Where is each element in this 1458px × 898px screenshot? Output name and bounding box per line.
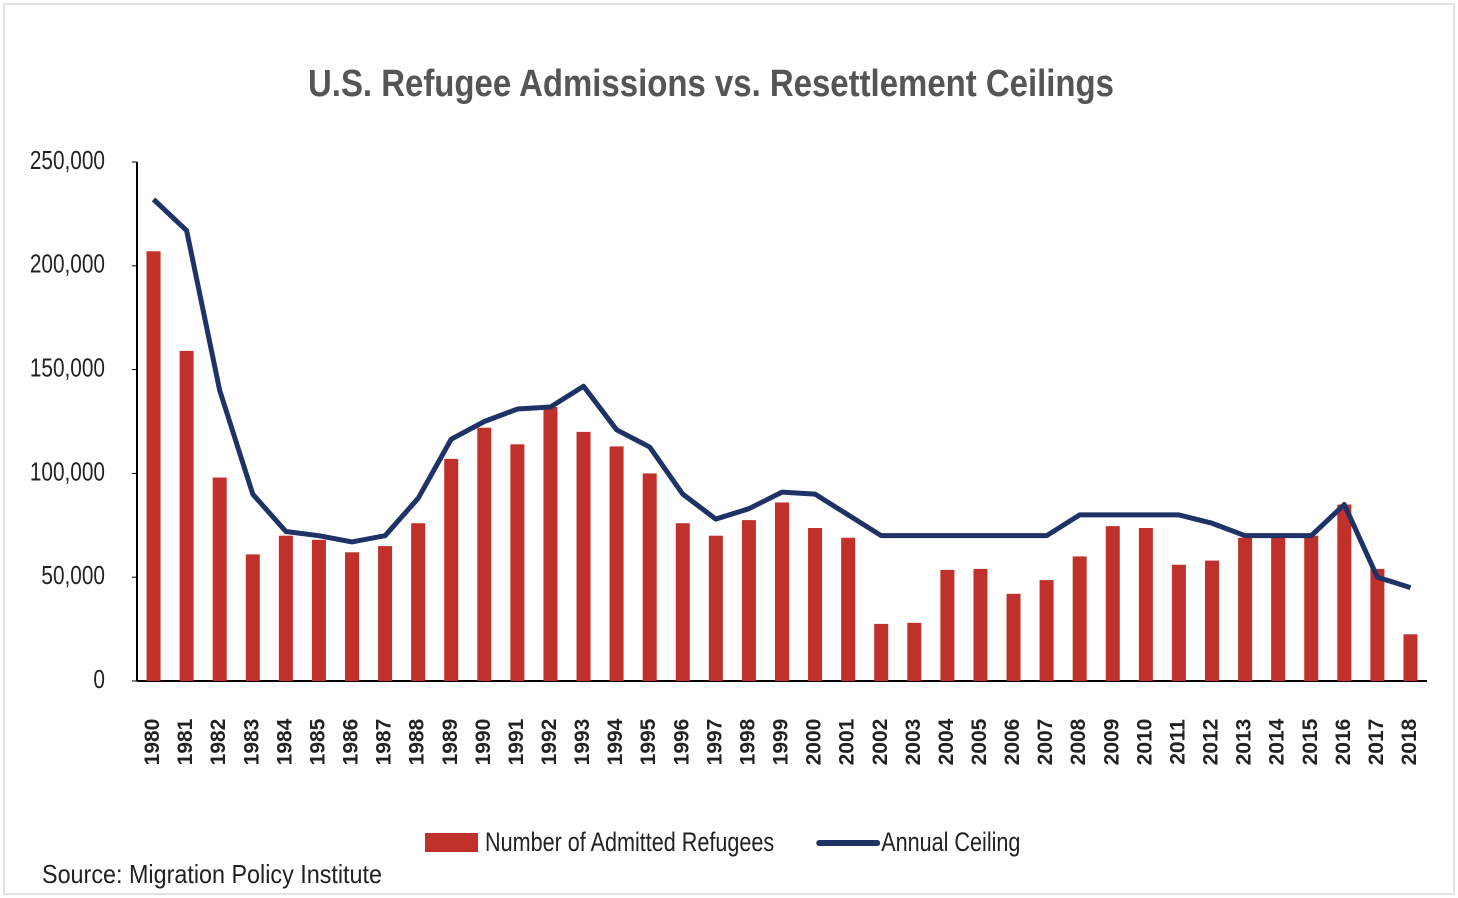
- x-tick-label: 2011: [1166, 719, 1189, 765]
- x-tick-label: 1997: [703, 719, 726, 766]
- x-tick-label: 1983: [240, 719, 263, 766]
- bar: [444, 458, 459, 681]
- x-tick-label: 2000: [803, 719, 826, 766]
- x-tick-label: 2018: [1398, 718, 1421, 765]
- y-tick-label: 200,000: [30, 249, 105, 278]
- x-tick-label: 2017: [1365, 719, 1388, 766]
- x-tick-label: 1999: [770, 719, 793, 766]
- y-tick-label: 50,000: [41, 561, 105, 590]
- x-tick-label: 2007: [1034, 719, 1057, 766]
- x-tick-label: 2016: [1332, 719, 1355, 766]
- bar: [1337, 504, 1352, 681]
- bar: [1304, 535, 1319, 681]
- bar: [741, 520, 756, 681]
- source-note: Source: Migration Policy Institute: [42, 859, 382, 889]
- bar: [212, 477, 227, 681]
- bar: [179, 350, 194, 681]
- bar: [940, 569, 955, 681]
- bar: [1072, 556, 1087, 681]
- bar: [1171, 564, 1186, 681]
- x-tick-label: 1980: [141, 719, 164, 766]
- bar: [808, 527, 823, 681]
- bar: [1370, 568, 1385, 681]
- y-tick-label: 0: [93, 665, 105, 694]
- bar: [245, 554, 260, 681]
- x-tick-label: 1985: [306, 718, 329, 765]
- bar: [378, 546, 393, 681]
- x-tick-label: 2003: [902, 719, 925, 766]
- bar: [477, 427, 492, 681]
- legend-label: Number of Admitted Refugees: [485, 828, 774, 858]
- x-tick-label: 1988: [406, 718, 429, 765]
- bar: [973, 568, 988, 681]
- x-tick-label: 2015: [1299, 718, 1322, 765]
- x-tick-label: 1994: [604, 718, 627, 765]
- bar: [510, 444, 525, 681]
- bar: [1271, 537, 1286, 681]
- bar: [1403, 634, 1418, 681]
- bar: [1138, 527, 1153, 681]
- x-tick-label: 1989: [439, 719, 462, 766]
- line: [151, 197, 1412, 590]
- y-tick-label: 250,000: [30, 146, 105, 175]
- bar: [609, 446, 624, 681]
- x-tick-label: 2014: [1266, 718, 1289, 765]
- legend-swatch: [425, 833, 478, 852]
- bar: [708, 535, 723, 681]
- x-tick-label: 1982: [207, 719, 230, 766]
- x-tick-label: 1992: [538, 719, 561, 766]
- chart-title: U.S. Refugee Admissions vs. Resettlement…: [308, 63, 1114, 105]
- x-tick-label: 2009: [1100, 719, 1123, 766]
- x-tick-label: 2004: [935, 718, 958, 765]
- x-tick-label: 2013: [1233, 719, 1256, 766]
- bar: [345, 552, 359, 681]
- bar: [1238, 537, 1253, 681]
- legend-label: Annual Ceiling: [881, 828, 1020, 858]
- x-tick-label: 1987: [373, 719, 396, 766]
- bar: [1039, 580, 1054, 681]
- x-tick-label: 1993: [571, 719, 594, 766]
- x-tick-label: 1981: [174, 718, 197, 765]
- x-tick-label: 1991: [505, 718, 528, 765]
- bar: [411, 523, 426, 681]
- x-tick-label: 1984: [273, 718, 296, 765]
- bar: [543, 406, 558, 681]
- bar: [675, 523, 690, 681]
- bar: [311, 539, 326, 681]
- x-tick-label: 2010: [1133, 719, 1156, 766]
- x-tick-label: 2006: [1001, 719, 1024, 766]
- bar: [1205, 560, 1219, 681]
- bar: [775, 502, 789, 681]
- bar: [907, 622, 922, 681]
- x-tick-label: 2008: [1067, 718, 1090, 765]
- bar: [576, 431, 591, 681]
- bar: [642, 473, 657, 681]
- x-tick-label: 2012: [1200, 719, 1223, 766]
- bar: [1006, 593, 1021, 681]
- x-tick-label: 1995: [637, 718, 660, 765]
- bar: [841, 537, 856, 681]
- bar: [1105, 526, 1120, 681]
- x-tick-label: 1990: [472, 719, 495, 766]
- x-tick-label: 1986: [340, 719, 363, 766]
- bar: [874, 623, 889, 681]
- chart-frame: [3, 3, 1455, 895]
- x-tick-label: 2005: [968, 718, 991, 765]
- x-tick-label: 1996: [670, 719, 693, 766]
- bar: [278, 535, 293, 681]
- x-tick-label: 2002: [869, 719, 892, 766]
- y-tick-label: 150,000: [30, 353, 105, 382]
- x-tick-label: 1998: [736, 718, 759, 765]
- bar: [146, 251, 161, 681]
- x-tick-label: 2001: [836, 718, 859, 765]
- y-tick-label: 100,000: [30, 457, 105, 486]
